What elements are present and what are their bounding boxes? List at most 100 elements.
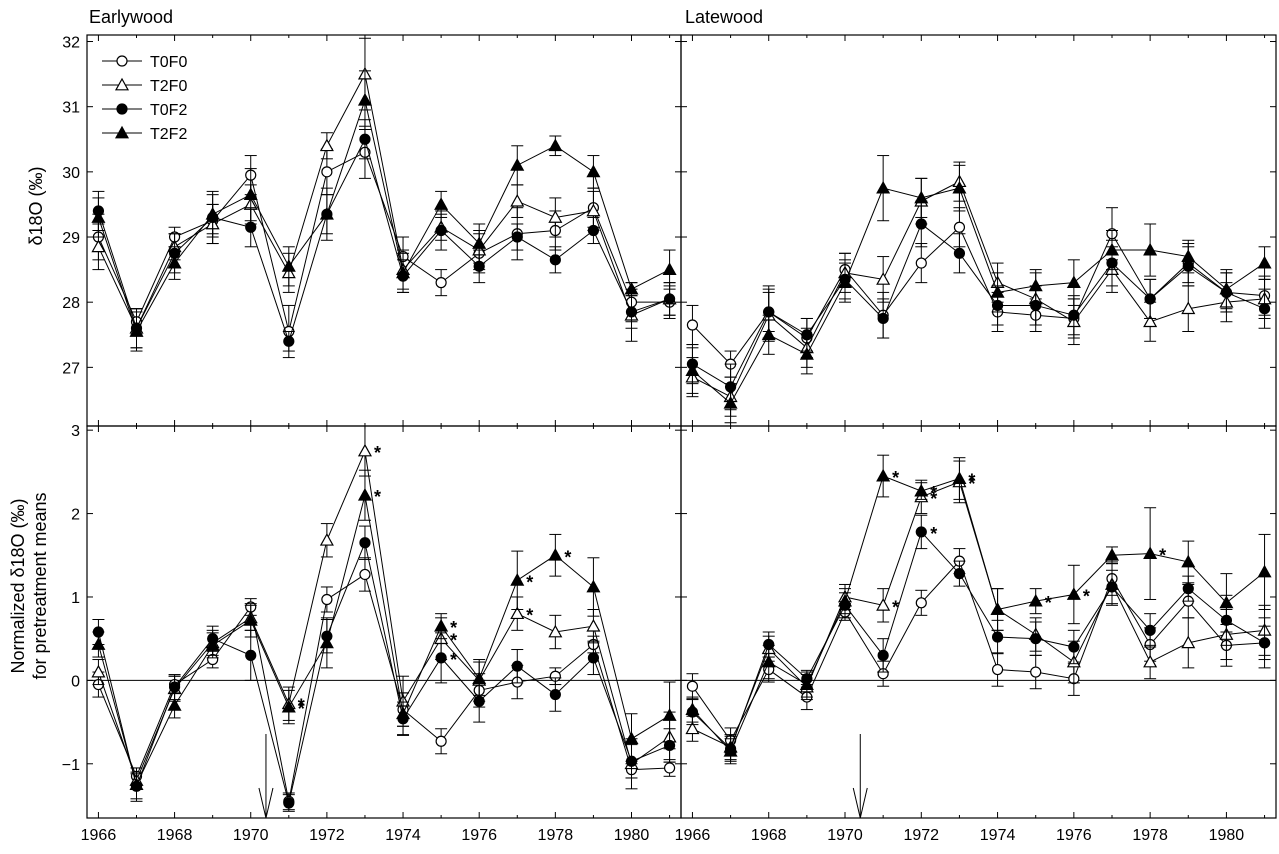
data-point: [1144, 293, 1156, 305]
series-line: [692, 530, 1265, 750]
data-point: [357, 487, 372, 501]
series-line: [692, 223, 1265, 388]
data-point: [586, 164, 601, 178]
series-line: [97, 541, 670, 804]
data-point: [1104, 548, 1120, 561]
legend-entry-t0f2: T0F2: [102, 102, 187, 119]
data-point: [876, 180, 891, 194]
significance-asterisk: *: [968, 471, 975, 491]
y-tick-label: 27: [62, 360, 80, 377]
significance-asterisk: *: [374, 443, 381, 463]
data-point: [1181, 554, 1196, 568]
series-t2f2: [685, 155, 1272, 424]
data-point: [663, 293, 676, 305]
y-tick-label: 3: [71, 423, 80, 440]
data-point: [953, 221, 966, 233]
data-point: [321, 166, 333, 178]
data-point: [685, 363, 700, 377]
data-point: [877, 312, 889, 325]
data-point: [205, 638, 220, 651]
series-line: [97, 151, 670, 332]
x-tick-label: 1978: [538, 827, 574, 844]
data-point: [548, 624, 563, 638]
data-point: [1143, 314, 1158, 328]
series-t2f0: [685, 161, 1272, 417]
y-tick-label: 30: [62, 165, 80, 182]
data-point: [434, 197, 449, 210]
data-point: [662, 262, 677, 275]
panel-1: 27 28 29 30 31 32: [62, 34, 682, 427]
data-point: [435, 735, 447, 747]
significance-asterisk: *: [1045, 593, 1052, 613]
data-point: [319, 206, 334, 220]
y-tick-label: −1: [62, 757, 80, 774]
series-line: [692, 475, 1265, 753]
x-tick-label: 1970: [827, 827, 863, 844]
series-t2f0: ****: [91, 425, 677, 790]
data-point: [1030, 666, 1042, 678]
data-point: [1030, 633, 1042, 645]
legend-label: T0F2: [150, 102, 187, 119]
data-point: [435, 652, 447, 664]
data-point: [245, 649, 257, 661]
data-point: [472, 671, 487, 685]
data-point: [129, 324, 144, 337]
data-point: [723, 744, 738, 757]
significance-asterisk: *: [892, 597, 899, 617]
series-t0f0: [92, 125, 676, 359]
data-point: [472, 236, 487, 249]
data-point: [915, 257, 927, 269]
data-point: [510, 158, 525, 171]
significance-asterisk: *: [968, 474, 975, 494]
data-point: [685, 702, 700, 715]
data-point: [1181, 249, 1196, 262]
significance-asterisk: *: [1083, 586, 1090, 606]
data-point: [281, 699, 296, 713]
data-point: [1258, 637, 1271, 649]
legend-entry-t2f2: T2F2: [102, 125, 187, 143]
panels: 27 28 29 30 31 32 −1 0 1 2 3 1966 1968 1970 1972 1974 19…: [62, 34, 1277, 844]
data-point: [167, 698, 182, 711]
significance-asterisk: *: [450, 631, 457, 651]
significance-asterisk: *: [298, 696, 305, 716]
data-point: [435, 277, 447, 289]
data-point: [283, 797, 295, 809]
significance-asterisk: *: [930, 483, 937, 503]
data-point: [1181, 635, 1196, 649]
data-point: [587, 224, 600, 237]
significance-asterisk: *: [564, 547, 571, 567]
data-point: [91, 239, 106, 253]
x-tick-label: 1974: [385, 827, 421, 844]
data-point: [434, 618, 449, 632]
legend-marker: [116, 103, 128, 115]
significance-asterisk: *: [526, 572, 533, 592]
y-tick-label: 31: [62, 100, 80, 117]
data-point: [990, 285, 1005, 298]
data-point: [914, 483, 929, 497]
data-point: [245, 221, 257, 233]
plot-frame: [680, 34, 1277, 427]
series-t0f0: [686, 548, 1271, 754]
data-point: [1143, 654, 1158, 668]
data-point: [624, 281, 639, 295]
data-point: [876, 272, 891, 285]
data-point: [991, 631, 1004, 643]
significance-asterisk: *: [1159, 546, 1166, 566]
series-t2f2: *****: [91, 469, 677, 802]
data-point: [91, 664, 106, 678]
y-tick-label: 0: [71, 673, 80, 690]
legend-entry-t2f0: T2F0: [102, 77, 187, 95]
data-point: [799, 347, 814, 360]
data-point: [1181, 301, 1196, 315]
panel-title-earlywood: Earlywood: [89, 7, 173, 27]
series-line: [97, 137, 670, 343]
data-point: [952, 471, 967, 484]
significance-asterisk: *: [374, 487, 381, 507]
data-point: [625, 306, 638, 318]
data-point: [548, 138, 563, 152]
significance-asterisk: *: [450, 650, 457, 670]
legend-label: T0F0: [150, 54, 187, 71]
data-point: [1068, 641, 1080, 653]
